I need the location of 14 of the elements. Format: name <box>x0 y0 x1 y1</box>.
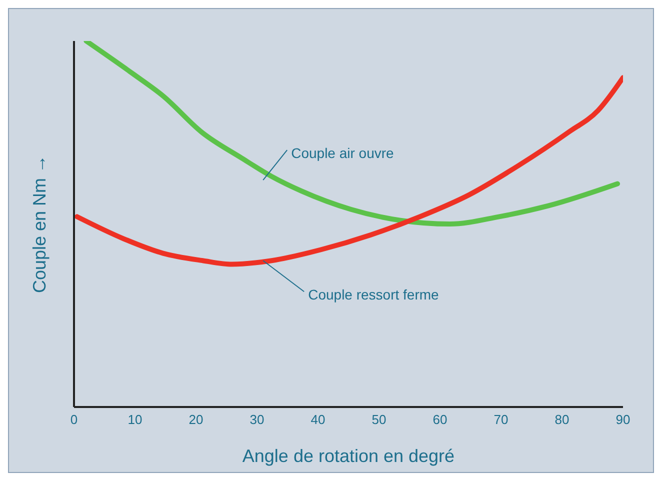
x-tick-label: 90 <box>616 412 630 428</box>
annotation: Couple air ouvre <box>291 144 394 161</box>
x-tick-label: 50 <box>372 412 386 428</box>
x-tick-label: 20 <box>188 412 204 428</box>
x-tick-label: 60 <box>432 412 448 428</box>
x-tick-label: 40 <box>310 412 326 428</box>
annotation: Couple ressort ferme <box>308 286 440 302</box>
x-tick-label: 10 <box>128 412 142 428</box>
x-tick-label: 0 <box>70 412 78 428</box>
x-tick-label: 30 <box>250 412 264 428</box>
y-axis-title: Couple en Nm → <box>29 154 50 294</box>
x-axis-title: Angle de rotation en degré <box>242 446 455 466</box>
x-tick-label: 80 <box>554 412 570 428</box>
x-tick-label: 70 <box>494 412 508 428</box>
